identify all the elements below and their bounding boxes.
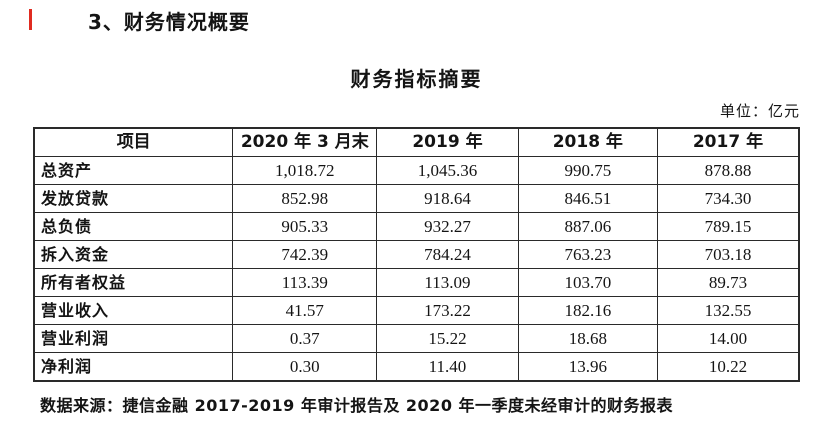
table-cell: 703.18 — [656, 240, 800, 269]
table-cell: 918.64 — [376, 184, 519, 213]
table-cell: 14.00 — [656, 324, 800, 353]
row-label: 营业收入 — [33, 296, 234, 325]
row-label: 发放贷款 — [33, 184, 234, 213]
table-row: 发放贷款 852.98 918.64 846.51 734.30 — [33, 184, 800, 213]
table-cell: 905.33 — [232, 212, 378, 241]
table-cell: 41.57 — [232, 296, 378, 325]
table-cell: 990.75 — [517, 156, 658, 185]
row-label: 营业利润 — [33, 324, 234, 353]
table-cell: 878.88 — [656, 156, 800, 185]
table-row: 总资产 1,018.72 1,045.36 990.75 878.88 — [33, 156, 800, 185]
column-header: 项目 — [33, 127, 234, 157]
table-cell: 734.30 — [656, 184, 800, 213]
row-label: 拆入资金 — [33, 240, 234, 269]
table-cell: 763.23 — [517, 240, 658, 269]
column-header: 2020 年 3 月末 — [232, 127, 378, 157]
table-row: 净利润 0.30 11.40 13.96 10.22 — [33, 352, 800, 382]
table-cell: 852.98 — [232, 184, 378, 213]
table-cell: 182.16 — [517, 296, 658, 325]
table-row: 拆入资金 742.39 784.24 763.23 703.18 — [33, 240, 800, 269]
table-cell: 113.39 — [232, 268, 378, 297]
table-cell: 846.51 — [517, 184, 658, 213]
table-cell: 1,045.36 — [376, 156, 519, 185]
table-cell: 103.70 — [517, 268, 658, 297]
table-row: 营业收入 41.57 173.22 182.16 132.55 — [33, 296, 800, 325]
row-label: 所有者权益 — [33, 268, 234, 297]
table-cell: 132.55 — [656, 296, 800, 325]
table-cell: 784.24 — [376, 240, 519, 269]
table-cell: 18.68 — [517, 324, 658, 353]
table-cell: 887.06 — [517, 212, 658, 241]
table-cell: 113.09 — [376, 268, 519, 297]
table-cell: 11.40 — [376, 352, 519, 382]
section-heading: 3、财务情况概要 — [88, 10, 250, 34]
table-cell: 742.39 — [232, 240, 378, 269]
column-header: 2019 年 — [376, 127, 519, 157]
table-cell: 89.73 — [656, 268, 800, 297]
table-cell: 1,018.72 — [232, 156, 378, 185]
table-row: 所有者权益 113.39 113.09 103.70 89.73 — [33, 268, 800, 297]
table-title: 财务指标摘要 — [350, 67, 483, 91]
column-header: 2017 年 — [656, 127, 800, 157]
column-header: 2018 年 — [517, 127, 658, 157]
table-cell: 13.96 — [517, 352, 658, 382]
table-row: 营业利润 0.37 15.22 18.68 14.00 — [33, 324, 800, 353]
red-cursor-mark — [29, 9, 32, 30]
row-label: 总负债 — [33, 212, 234, 241]
table-cell: 932.27 — [376, 212, 519, 241]
table-cell: 789.15 — [656, 212, 800, 241]
table-header-row: 项目 2020 年 3 月末 2019 年 2018 年 2017 年 — [33, 127, 800, 157]
unit-label: 单位：亿元 — [719, 102, 800, 120]
source-note: 数据来源：捷信金融 2017-2019 年审计报告及 2020 年一季度未经审计… — [40, 396, 674, 415]
table-cell: 0.37 — [232, 324, 378, 353]
row-label: 净利润 — [33, 352, 234, 382]
row-label: 总资产 — [33, 156, 234, 185]
financial-summary-table: 项目 2020 年 3 月末 2019 年 2018 年 2017 年 总资产 1,018… — [33, 127, 800, 382]
table-cell: 173.22 — [376, 296, 519, 325]
table-row: 总负债 905.33 932.27 887.06 789.15 — [33, 212, 800, 241]
table-cell: 0.30 — [232, 352, 378, 382]
table-cell: 15.22 — [376, 324, 519, 353]
table-cell: 10.22 — [656, 352, 800, 382]
